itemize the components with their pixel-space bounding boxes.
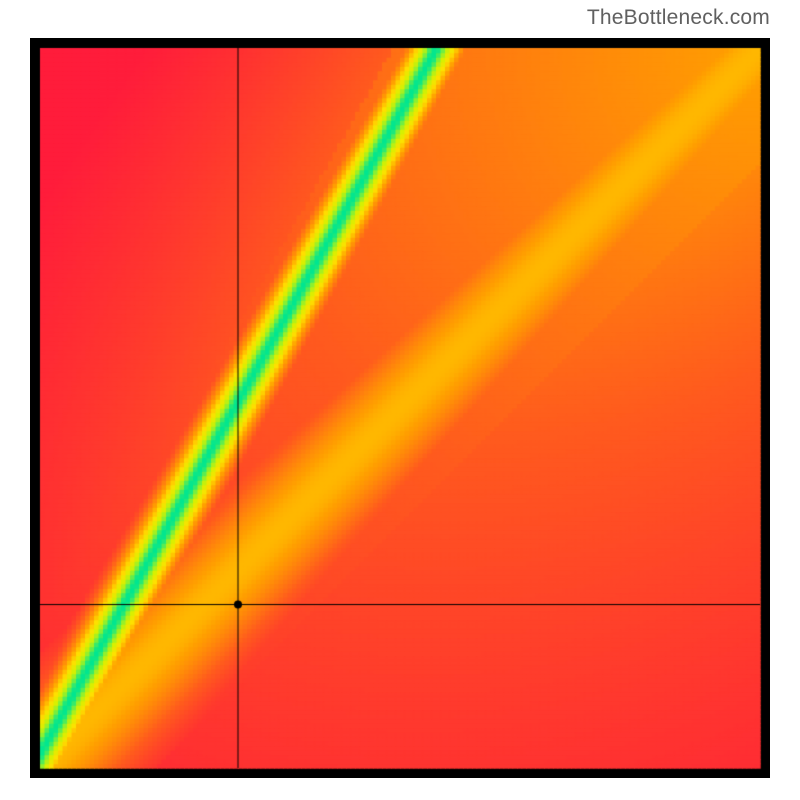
watermark-text: TheBottleneck.com	[587, 6, 770, 30]
heatmap-canvas	[30, 38, 770, 778]
heatmap-plot	[30, 38, 770, 778]
chart-container: TheBottleneck.com	[0, 0, 800, 800]
